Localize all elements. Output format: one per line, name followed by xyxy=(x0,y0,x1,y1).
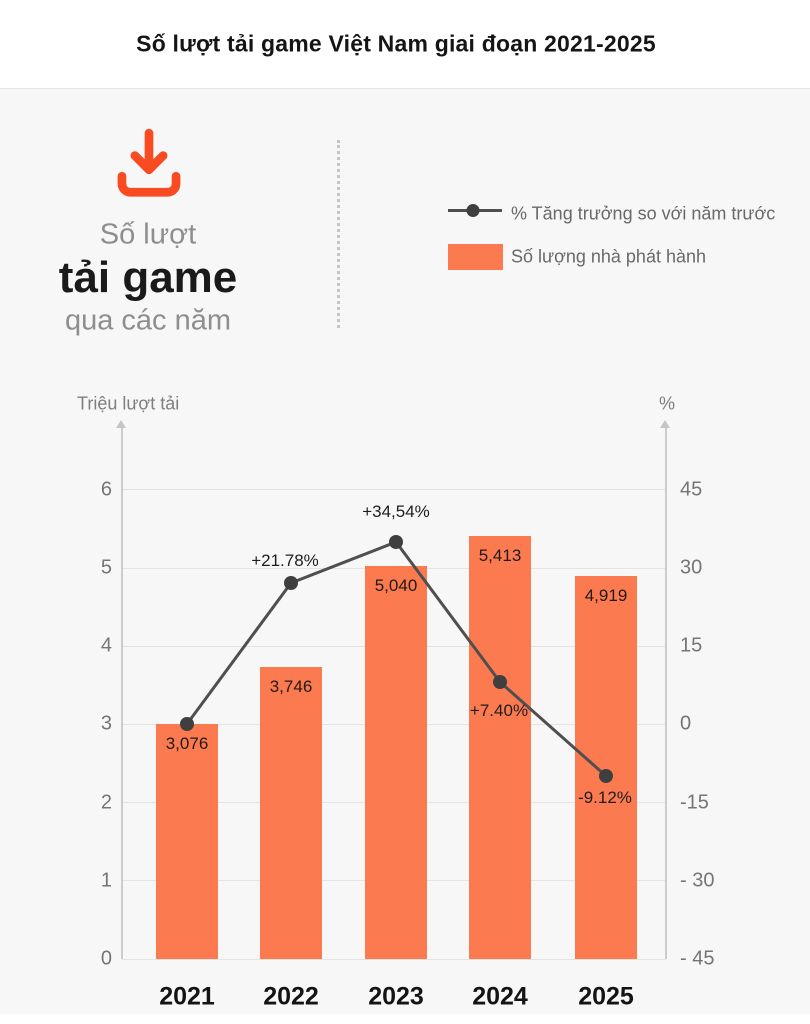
left-axis-tick: 6 xyxy=(100,478,112,501)
legend-bar-label: Số lượng nhà phát hành xyxy=(511,246,707,267)
right-axis-line xyxy=(665,428,667,959)
panel-subtitle-top: Số lượt xyxy=(99,218,197,251)
bar-2025 xyxy=(575,576,637,959)
right-axis-tick: - 30 xyxy=(680,869,715,892)
right-axis-tick: 45 xyxy=(680,478,703,501)
bar-value-label: 3,746 xyxy=(269,677,313,696)
growth-label-2022: +21.78% xyxy=(251,551,319,570)
left-axis-title: Triệu lượt tải xyxy=(77,393,180,414)
bar-value-label: 5,040 xyxy=(374,576,418,595)
growth-label-2025: -9.12% xyxy=(578,788,632,807)
legend-line-label: % Tăng trưởng so với năm trước xyxy=(511,203,776,224)
x-axis-label-2025: 2025 xyxy=(578,982,634,1011)
legend-line-marker-icon xyxy=(446,203,504,224)
x-axis-label-2021: 2021 xyxy=(159,982,215,1011)
bar-2022 xyxy=(260,667,322,959)
growth-point-2023 xyxy=(389,535,403,549)
left-axis-tick: 4 xyxy=(100,634,112,657)
bar-value-label: 4,919 xyxy=(584,586,628,605)
left-axis-tick: 5 xyxy=(100,556,112,579)
right-axis-title: % xyxy=(659,393,676,414)
panel-subtitle-bottom: qua các năm xyxy=(64,304,232,337)
x-axis-label-2024: 2024 xyxy=(472,982,528,1011)
left-axis-tick: 0 xyxy=(100,947,112,970)
footer-band xyxy=(0,1014,810,1024)
growth-point-2022 xyxy=(284,576,298,590)
x-axis-label-2022: 2022 xyxy=(263,982,319,1011)
page-title: Số lượt tải game Việt Nam giai đoạn 2021… xyxy=(136,30,656,57)
download-icon xyxy=(110,126,188,205)
bar-value-label: 3,076 xyxy=(165,734,209,753)
left-axis-line xyxy=(121,428,123,959)
left-axis-tick: 2 xyxy=(100,791,112,814)
bar-2023 xyxy=(365,566,427,959)
header-band xyxy=(0,0,810,89)
x-axis-label-2023: 2023 xyxy=(368,982,424,1011)
growth-label-2023: +34,54% xyxy=(362,502,430,521)
bar-value-label: 5,413 xyxy=(478,546,522,565)
dotted-divider xyxy=(337,140,340,328)
bar-2021 xyxy=(156,724,218,959)
left-axis-tick: 1 xyxy=(100,869,112,892)
grid-line xyxy=(122,489,666,491)
right-axis-line-arrow xyxy=(660,420,670,428)
growth-label-2024: +7.40% xyxy=(469,701,529,720)
right-axis-tick: - 45 xyxy=(680,947,715,970)
legend-bar-swatch xyxy=(448,244,503,270)
left-axis-line-arrow xyxy=(116,420,126,428)
panel-title: tải game xyxy=(58,253,238,302)
left-axis-tick: 3 xyxy=(100,712,112,735)
right-axis-tick: 30 xyxy=(680,556,703,579)
grid-line xyxy=(122,958,666,960)
bar-2024 xyxy=(469,536,531,959)
right-axis-tick: 0 xyxy=(680,712,692,735)
right-axis-tick: 15 xyxy=(680,634,703,657)
right-axis-tick: -15 xyxy=(680,791,709,814)
